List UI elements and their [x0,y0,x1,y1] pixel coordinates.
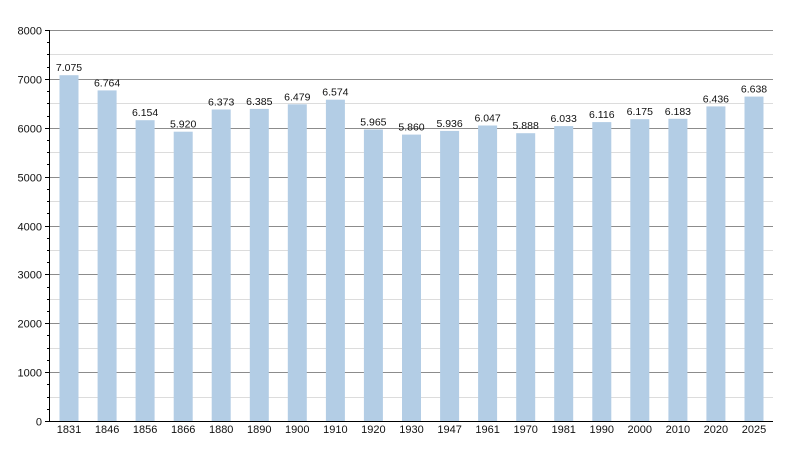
y-tick-label: 4000 [18,222,42,234]
bar [135,120,155,421]
data-label: 6.183 [665,106,691,118]
x-tick-label: 1961 [475,424,499,436]
bar [363,129,383,421]
bar [516,133,536,421]
x-tick-label: 1880 [209,424,233,436]
data-label: 6.479 [284,91,310,103]
data-label: 5.965 [360,117,386,129]
data-label: 7.075 [56,62,82,74]
bar [592,122,612,421]
x-tick-label: 1866 [171,424,195,436]
y-tick-label: 6000 [18,124,42,136]
bar [325,99,345,421]
data-label: 6.047 [474,113,500,125]
y-tick-label: 5000 [18,173,42,185]
bar [554,126,574,421]
y-tick-label: 1000 [18,368,42,380]
bar [249,108,269,422]
x-tick-label: 1846 [95,424,119,436]
bar [211,109,231,421]
bar [402,134,421,421]
data-label: 5.936 [436,118,462,130]
bar [97,90,117,422]
x-tick-label: 1970 [513,424,537,436]
bar [744,96,764,421]
data-label: 5.860 [398,122,424,134]
data-label: 6.436 [703,93,729,105]
x-tick-label: 2020 [704,424,728,436]
y-tick-label: 0 [36,417,42,429]
bar [440,130,460,421]
x-tick-label: 1831 [57,424,81,436]
x-tick-label: 1990 [590,424,614,436]
x-tick-label: 1930 [399,424,423,436]
data-label: 6.373 [208,97,234,109]
data-label: 6.764 [94,77,120,89]
data-label: 6.175 [627,106,653,118]
y-tick-label: 3000 [18,270,42,282]
bar [630,119,650,421]
bar [287,104,307,422]
x-tick-label: 1910 [323,424,347,436]
axis-layer [45,30,773,422]
bar [668,118,688,422]
x-tick-label: 1981 [551,424,575,436]
data-label: 6.154 [132,107,158,119]
x-tick-label: 1900 [285,424,309,436]
x-tick-label: 2025 [742,424,766,436]
data-label: 5.888 [513,120,539,132]
y-tick-label: 8000 [18,26,42,38]
data-label: 6.385 [246,96,272,108]
bar [59,75,79,421]
x-tick-label: 1890 [247,424,271,436]
bar-layer [59,75,764,422]
y-tick-label: 7000 [18,75,42,87]
bar [173,131,193,421]
x-tick-label: 2000 [628,424,652,436]
x-tick-label: 1920 [361,424,385,436]
bar [706,106,726,422]
data-label: 6.638 [741,84,767,96]
bar [478,125,498,421]
x-tick-label: 1947 [437,424,461,436]
data-label: 6.116 [589,109,615,121]
data-label: 6.574 [322,87,348,99]
x-tick-label: 2010 [666,424,690,436]
data-label: 6.033 [551,113,577,125]
data-label: 5.920 [170,119,196,131]
x-tick-label: 1856 [133,424,157,436]
label-layer: 0 1000 2000 3000 4000 5000 6000 7000 8000 7.075 18… [18,26,768,437]
y-tick-label: 2000 [18,319,42,331]
